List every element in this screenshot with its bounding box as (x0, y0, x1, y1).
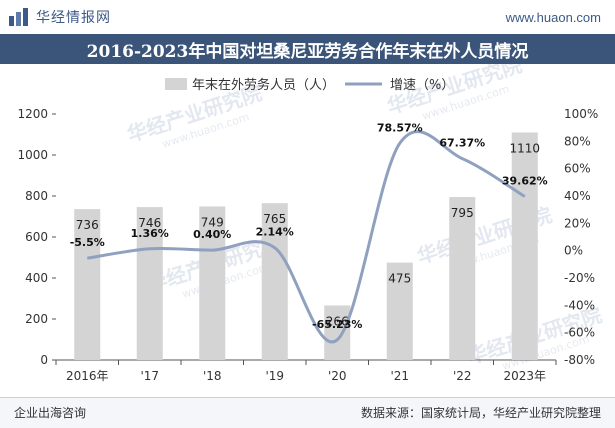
y-right-tick-label: 0% (564, 244, 583, 258)
bar (136, 207, 163, 360)
legend-bar-label: 年末在外劳务人员（人） (192, 77, 335, 93)
y-left-tick-label: 200 (25, 312, 48, 326)
title-bar: 2016-2023年中国对坦桑尼亚劳务合作年末在外人员情况 (0, 34, 615, 64)
y-left-tick-label: 0 (40, 353, 48, 367)
bar (199, 206, 226, 360)
bar (324, 305, 351, 360)
y-right-tick-label: -80% (564, 353, 595, 367)
line-value-label: 0.40% (193, 228, 231, 241)
line-value-label: 67.37% (439, 137, 485, 150)
line-value-label: -65.23% (312, 318, 362, 331)
y-left-tick-label: 400 (25, 271, 48, 285)
line-series (87, 130, 526, 344)
x-tick-label: '19 (265, 369, 284, 383)
line-value-label: 2.14% (256, 226, 294, 239)
legend-line-label: 增速（%） (390, 78, 454, 93)
bar (74, 209, 101, 360)
x-tick-label: '17 (140, 369, 159, 383)
footer: 企业出海咨询 数据来源：国家统计局，华经产业研究院整理 (0, 397, 615, 428)
y-right-tick-label: 60% (564, 162, 591, 176)
y-right-tick-label: -40% (564, 298, 595, 312)
line-value-label: 39.62% (502, 175, 548, 188)
bar-value-label: 746 (138, 216, 161, 230)
y-left-tick-label: 600 (25, 230, 48, 244)
source-note: 数据来源：国家统计局，华经产业研究院整理 (360, 406, 601, 420)
axes: 0 200 400 600 800 1000 1200 -80% -60% -40% -20% 0% 2… (17, 107, 598, 383)
y-right-tick-label: -60% (564, 326, 595, 340)
bar-value-label: 266 (326, 314, 349, 328)
x-tick-label: 2016年 (66, 369, 109, 383)
line-value-label: -5.5% (70, 236, 105, 249)
line-value-label: 1.36% (131, 227, 169, 240)
y-right-tick-label: -20% (564, 271, 595, 285)
x-tick-label: 2023年 (503, 369, 546, 383)
footer-left-text: 企业出海咨询 (14, 406, 87, 420)
y-right-tick-label: 80% (564, 134, 591, 148)
bar-value-label: 475 (388, 272, 411, 286)
bar-value-label: 1110 (509, 141, 540, 155)
line-value-label: 78.57% (377, 121, 423, 134)
site-url[interactable]: www.huaon.com (505, 10, 601, 25)
top-bar: 华经情报网 www.huaon.com (0, 0, 615, 34)
x-tick-label: '18 (203, 369, 222, 383)
chart-area: 华经产业研究院 www.huaon.com 华经产业研究院 www.huaon.com… (0, 53, 615, 394)
bar-value-label: 765 (263, 212, 286, 226)
legend: 年末在外劳务人员（人） 增速（%） (165, 77, 454, 93)
y-right-tick-label: 40% (564, 189, 591, 203)
chart-title: 2016-2023年中国对坦桑尼亚劳务合作年末在外人员情况 (86, 41, 529, 62)
y-left-tick-label: 1000 (17, 148, 48, 162)
bar (449, 197, 476, 360)
y-left-tick-label: 1200 (17, 107, 48, 121)
bar (261, 203, 288, 360)
x-tick-label: '22 (453, 369, 472, 383)
y-right-tick-label: 100% (564, 107, 598, 121)
brand-logo-icon (9, 8, 28, 26)
bar (386, 262, 413, 360)
brand[interactable]: 华经情报网 (8, 7, 111, 27)
x-tick-label: '21 (390, 369, 409, 383)
bar (511, 132, 538, 360)
y-left-tick-label: 800 (25, 189, 48, 203)
growth-line (87, 130, 526, 344)
x-tick-label: '20 (328, 369, 347, 383)
brand-name: 华经情报网 (36, 10, 111, 26)
bar-value-label: 795 (451, 206, 474, 220)
legend-bar-swatch (165, 78, 187, 90)
bar-series (74, 132, 538, 360)
bar-value-label: 736 (76, 218, 99, 232)
bar-value-label: 749 (201, 215, 224, 229)
y-right-tick-label: 20% (564, 216, 591, 230)
combo-chart: 华经产业研究院www.huaon.com华经产业研究院www.huaon.com… (17, 53, 604, 383)
data-labels: 736 746 749 765 266 475 795 1110 -5.5% 1.36% 0.40%… (70, 121, 548, 331)
